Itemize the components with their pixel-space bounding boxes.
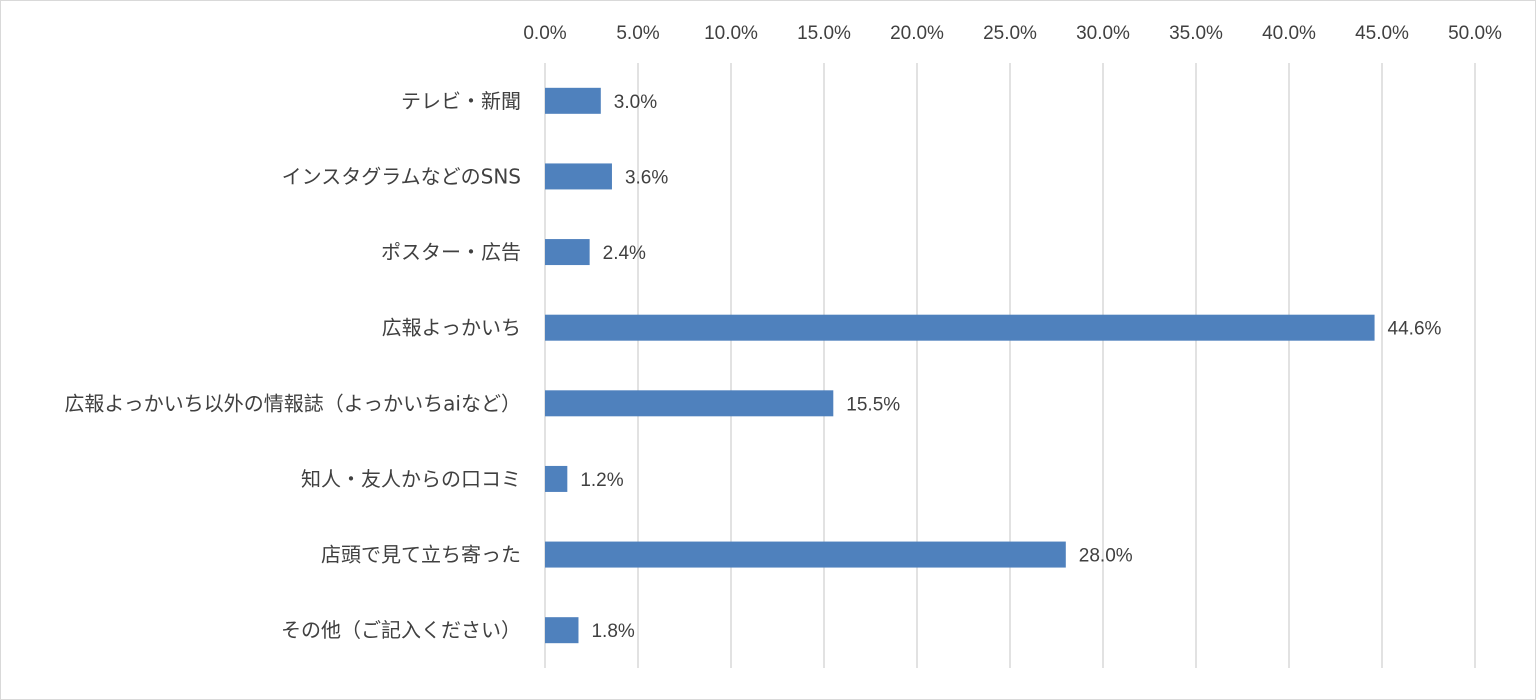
bars xyxy=(545,87,1375,644)
category-label: 店頭で見て立ち寄った xyxy=(321,543,521,567)
data-label: 1.8% xyxy=(591,621,634,642)
bar xyxy=(545,87,601,114)
data-label: 15.5% xyxy=(846,394,900,415)
data-label: 3.0% xyxy=(614,92,657,113)
x-tick-label: 35.0% xyxy=(1169,23,1223,44)
bar xyxy=(545,541,1066,568)
x-tick-label: 40.0% xyxy=(1262,23,1316,44)
category-label: テレビ・新聞 xyxy=(401,89,521,113)
category-label: ポスター・広告 xyxy=(381,240,521,264)
x-tick-label: 50.0% xyxy=(1448,23,1502,44)
x-tick-label: 25.0% xyxy=(983,23,1037,44)
x-axis-tick-labels: 0.0% 5.0% 10.0% 15.0% 20.0% 25.0% 30.0% 35.0% 40… xyxy=(523,23,1502,44)
x-tick-label: 45.0% xyxy=(1355,23,1409,44)
x-tick-label: 0.0% xyxy=(523,23,566,44)
bar xyxy=(545,314,1375,341)
data-label: 1.2% xyxy=(580,470,623,491)
category-label: 知人・友人からの口コミ xyxy=(301,467,521,491)
x-tick-label: 15.0% xyxy=(797,23,851,44)
category-label: その他（ご記入ください） xyxy=(281,618,521,642)
data-label: 44.6% xyxy=(1388,319,1442,340)
category-label: 広報よっかいち xyxy=(382,316,521,340)
data-label: 3.6% xyxy=(625,167,668,188)
x-tick-label: 20.0% xyxy=(890,23,944,44)
category-label: インスタグラムなどのSNS xyxy=(282,164,521,188)
category-label: 広報よっかいち以外の情報誌（よっかいちaiなど） xyxy=(64,391,521,415)
gridlines xyxy=(544,63,1476,668)
bar xyxy=(545,239,590,266)
data-label: 28.0% xyxy=(1079,546,1133,567)
x-tick-label: 10.0% xyxy=(704,23,758,44)
x-tick-label: 30.0% xyxy=(1076,23,1130,44)
bar xyxy=(545,617,579,644)
data-label: 2.4% xyxy=(603,243,646,264)
data-labels: 3.0% 3.6% 2.4% 44.6% 15.5% 1.2% 28.0% 1.8% xyxy=(580,92,1441,642)
bar xyxy=(545,390,834,417)
bar xyxy=(545,163,612,190)
bar xyxy=(545,465,568,492)
x-tick-label: 5.0% xyxy=(616,23,659,44)
